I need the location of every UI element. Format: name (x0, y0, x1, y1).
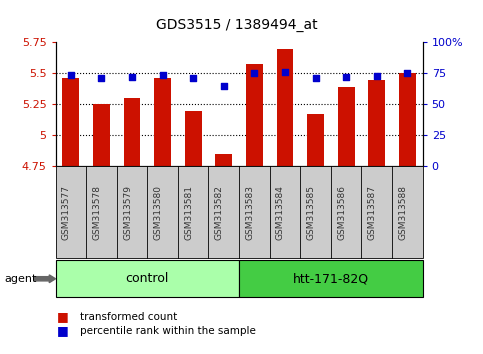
Point (128, 74, 136, 80)
Text: GSM313580: GSM313580 (154, 185, 163, 240)
Text: ■: ■ (57, 310, 69, 323)
Text: GSM313582: GSM313582 (215, 185, 224, 240)
Text: GSM313584: GSM313584 (276, 185, 285, 240)
Text: GSM313577: GSM313577 (62, 185, 71, 240)
Point (98, 76, 105, 81)
Bar (62, 79, 79, 166)
Text: percentile rank within the sample: percentile rank within the sample (80, 326, 256, 336)
Text: ■: ■ (57, 325, 69, 337)
Bar (246, 64, 263, 166)
Text: GSM313583: GSM313583 (245, 185, 255, 240)
Point (281, 69, 289, 75)
Text: GSM313578: GSM313578 (92, 185, 101, 240)
Bar (124, 98, 141, 166)
Point (251, 70, 258, 76)
Point (189, 76, 197, 81)
Point (67, 72, 75, 78)
Text: GSM313587: GSM313587 (368, 185, 377, 240)
Text: agent: agent (5, 274, 37, 284)
Point (342, 74, 350, 80)
Bar (93, 104, 110, 166)
Bar (369, 80, 385, 166)
Text: GSM313581: GSM313581 (184, 185, 193, 240)
Point (403, 70, 411, 76)
Point (159, 72, 167, 78)
Point (220, 83, 227, 89)
Text: GDS3515 / 1389494_at: GDS3515 / 1389494_at (156, 18, 317, 32)
Bar (307, 114, 324, 166)
Bar (338, 87, 355, 166)
Point (312, 76, 319, 81)
Text: GSM313586: GSM313586 (337, 185, 346, 240)
Text: control: control (126, 272, 169, 285)
Point (373, 73, 381, 79)
Text: GSM313588: GSM313588 (398, 185, 407, 240)
Bar (154, 79, 171, 166)
Bar (185, 110, 201, 166)
Bar (399, 74, 416, 166)
Text: GSM313579: GSM313579 (123, 185, 132, 240)
Text: transformed count: transformed count (80, 312, 177, 322)
Text: htt-171-82Q: htt-171-82Q (293, 272, 369, 285)
Text: GSM313585: GSM313585 (307, 185, 315, 240)
Bar (277, 49, 293, 166)
Bar (215, 154, 232, 166)
